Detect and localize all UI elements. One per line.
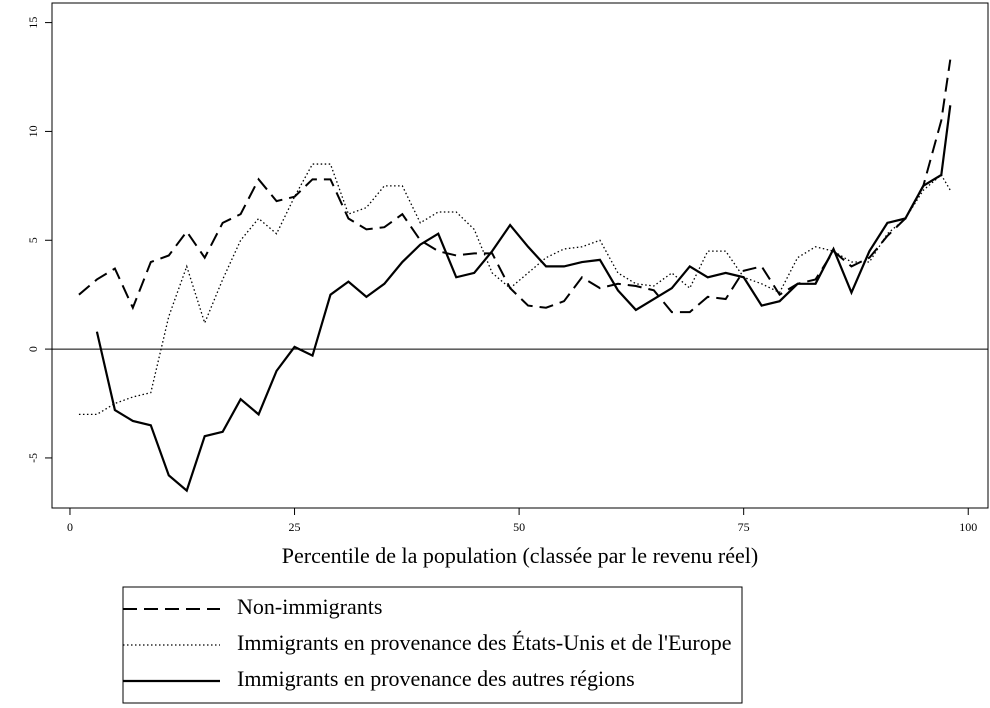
x-axis-title: Percentile de la population (classée par…	[282, 543, 758, 568]
legend-label: Immigrants en provenance des États-Unis …	[237, 630, 732, 655]
y-tick-label: 5	[26, 237, 40, 243]
legend-label: Non-immigrants	[237, 594, 382, 619]
series-line	[78, 59, 952, 314]
y-tick-label: 10	[26, 125, 40, 137]
series-line	[78, 163, 951, 416]
x-tick-label: 100	[959, 520, 977, 534]
x-tick-label: 50	[513, 520, 525, 534]
series-line	[95, 105, 952, 493]
x-tick-label: 75	[738, 520, 750, 534]
y-tick-label: 15	[26, 17, 40, 29]
x-tick-label: 0	[67, 520, 73, 534]
y-tick-label: 0	[26, 346, 40, 352]
y-tick-label: -5	[26, 453, 40, 463]
plot-frame	[51, 2, 989, 509]
x-tick-label: 25	[289, 520, 301, 534]
legend-label: Immigrants en provenance des autres régi…	[237, 666, 635, 691]
